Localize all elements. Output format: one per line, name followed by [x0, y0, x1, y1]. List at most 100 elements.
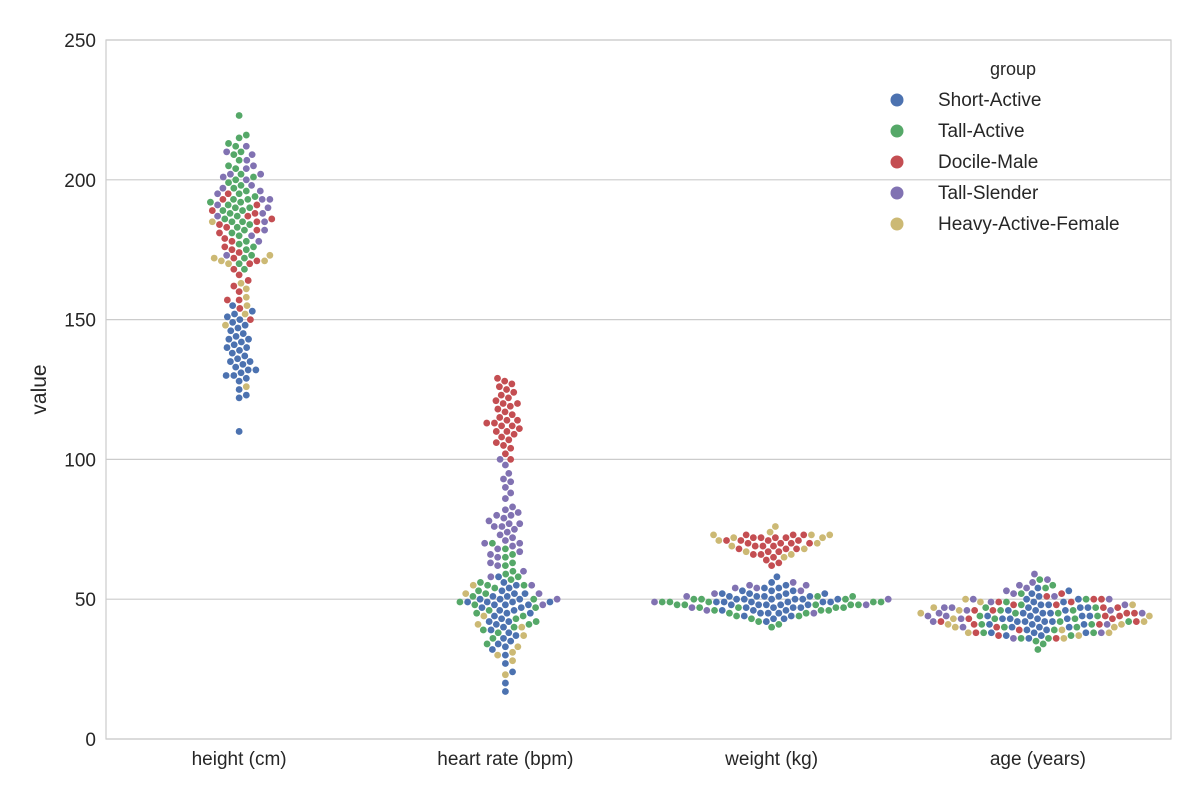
data-point: [253, 218, 261, 226]
data-point: [243, 344, 251, 351]
data-point: [509, 559, 516, 567]
data-point: [502, 570, 510, 578]
data-point: [498, 422, 506, 430]
data-point: [528, 581, 536, 589]
legend-marker: [890, 217, 904, 231]
data-point: [230, 282, 238, 290]
data-point: [735, 545, 743, 553]
data-point: [248, 232, 255, 240]
data-point: [710, 531, 717, 539]
data-point: [225, 179, 232, 187]
data-point: [230, 254, 238, 262]
data-point: [812, 601, 820, 609]
data-point: [1025, 604, 1032, 611]
data-point: [1058, 626, 1066, 634]
data-point: [239, 360, 247, 368]
data-point: [242, 142, 250, 150]
data-point: [768, 623, 776, 631]
data-point: [1044, 576, 1051, 584]
data-point: [982, 604, 990, 611]
data-point: [266, 251, 274, 259]
data-point: [234, 355, 241, 363]
data-point: [1132, 618, 1140, 625]
data-point: [842, 595, 849, 603]
data-point: [242, 165, 250, 173]
data-point: [508, 411, 516, 419]
data-point: [244, 366, 252, 374]
data-point: [261, 226, 268, 234]
data-point: [1071, 615, 1079, 623]
data-point: [485, 517, 493, 525]
data-point: [494, 545, 502, 553]
data-point: [494, 374, 501, 382]
data-point: [225, 140, 232, 147]
y-tick-label: 150: [64, 311, 96, 332]
data-point: [500, 579, 508, 586]
data-point: [495, 573, 502, 581]
data-point: [487, 626, 495, 634]
data-point: [230, 184, 238, 192]
data-point: [477, 579, 484, 586]
data-point: [991, 615, 999, 623]
data-point: [810, 609, 818, 617]
data-point: [526, 609, 534, 617]
data-point: [1145, 612, 1153, 620]
data-point: [480, 612, 488, 620]
data-point: [1054, 609, 1062, 617]
data-point: [509, 542, 516, 550]
data-point: [221, 215, 229, 223]
data-point: [219, 184, 227, 192]
data-point: [789, 587, 797, 595]
data-point: [231, 204, 239, 212]
data-point: [230, 341, 238, 349]
data-point: [501, 545, 509, 553]
data-point: [507, 489, 515, 497]
data-point: [737, 537, 745, 544]
data-point: [229, 302, 237, 310]
data-point: [728, 542, 736, 550]
data-point: [726, 593, 733, 600]
data-point: [507, 576, 515, 584]
data-point: [1052, 634, 1060, 642]
data-point: [494, 629, 502, 637]
x-tick-label: heart rate (bpm): [437, 749, 573, 770]
data-point: [1010, 634, 1017, 642]
data-point: [1082, 629, 1090, 637]
data-point: [855, 601, 862, 609]
data-point: [1067, 632, 1075, 639]
data-point: [1110, 623, 1118, 631]
data-point: [718, 590, 726, 598]
data-point: [225, 162, 232, 170]
data-point: [1017, 601, 1025, 609]
data-point: [735, 604, 742, 611]
data-point: [505, 394, 512, 402]
data-point: [250, 173, 257, 181]
data-point: [917, 609, 925, 617]
data-point: [493, 511, 501, 519]
data-point: [245, 335, 252, 343]
data-point: [247, 316, 254, 323]
data-point: [501, 553, 509, 561]
data-point: [1045, 634, 1052, 642]
data-point: [1060, 598, 1067, 606]
data-point: [507, 456, 515, 463]
data-point: [243, 302, 251, 310]
legend-label: Heavy-Active-Female: [938, 214, 1120, 235]
data-point: [489, 593, 497, 600]
data-point: [497, 391, 505, 399]
data-point: [500, 623, 507, 631]
data-point: [235, 240, 243, 248]
data-point: [780, 615, 788, 623]
data-point: [492, 439, 500, 447]
data-point: [726, 609, 733, 617]
data-point: [228, 246, 236, 254]
data-point: [1023, 626, 1031, 634]
data-point: [266, 195, 274, 203]
data-point: [1049, 618, 1056, 625]
data-point: [770, 604, 777, 611]
data-point: [749, 534, 757, 542]
data-point: [800, 531, 808, 539]
data-point: [498, 433, 506, 441]
x-tick-labels: height (cm) heart rate (bpm) weight (kg) ag…: [192, 749, 1086, 770]
data-point: [246, 260, 254, 268]
